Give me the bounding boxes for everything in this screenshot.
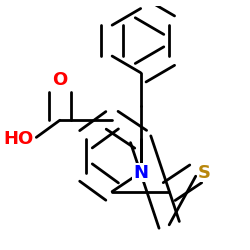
Text: HO: HO [4,130,34,148]
Text: N: N [133,164,148,182]
Text: O: O [52,71,68,89]
Text: S: S [198,164,211,182]
